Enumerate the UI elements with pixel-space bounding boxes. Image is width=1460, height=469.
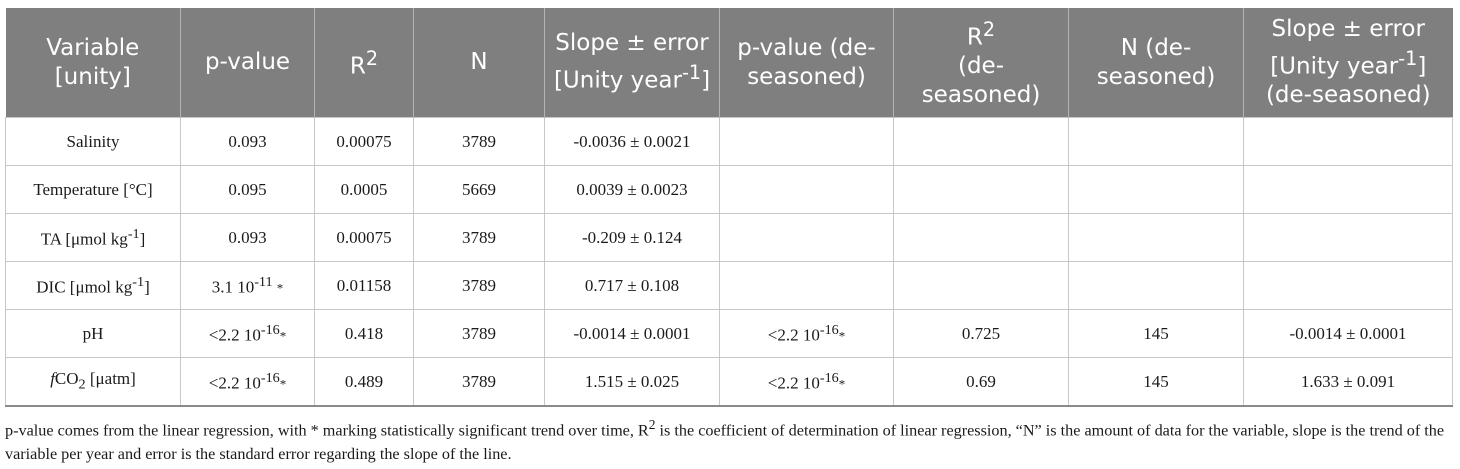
- cell-n-deseasoned: [1068, 261, 1244, 310]
- cell-r2: 0.01158: [314, 261, 414, 310]
- cell-pvalue: <2.2 10-16*: [180, 357, 315, 407]
- header-slope-deseasoned: Slope ± error [Unity year-1] (de-seasone…: [1243, 8, 1453, 118]
- significance-star: *: [279, 376, 287, 392]
- cell-n: 3789: [413, 213, 545, 262]
- header-r2: R2: [314, 8, 414, 118]
- cell-slope: -0.0036 ± 0.0021: [544, 117, 720, 166]
- cell-slope-deseasoned: [1243, 117, 1453, 166]
- cell-slope-deseasoned: [1243, 213, 1453, 262]
- cell-pvalue-deseasoned: [719, 165, 894, 214]
- cell-variable: TA [μmol kg-1]: [5, 213, 181, 262]
- cell-slope-deseasoned: 1.633 ± 0.091: [1243, 357, 1453, 407]
- cell-r2: 0.00075: [314, 213, 414, 262]
- cell-n: 5669: [413, 165, 545, 214]
- cell-variable: Temperature [°C]: [5, 165, 181, 214]
- cell-r2: 0.0005: [314, 165, 414, 214]
- table-row: DIC [μmol kg-1] 3.1 10-11 * 0.01158 3789…: [5, 261, 1453, 310]
- cell-n-deseasoned: 145: [1068, 357, 1244, 407]
- cell-pvalue-deseasoned: [719, 261, 894, 310]
- header-row: Variable [unity] p-value R2 N Slope ± er…: [5, 8, 1453, 118]
- cell-n: 3789: [413, 117, 545, 166]
- cell-pvalue: 0.093: [180, 117, 315, 166]
- header-pvalue-deseasoned: p-value (de-seasoned): [719, 8, 894, 118]
- cell-r2-deseasoned: 0.725: [893, 309, 1069, 358]
- cell-n: 3789: [413, 357, 545, 407]
- significance-star: *: [838, 328, 846, 344]
- cell-slope: -0.209 ± 0.124: [544, 213, 720, 262]
- table-container: Variable [unity] p-value R2 N Slope ± er…: [5, 8, 1453, 407]
- header-variable: Variable [unity]: [5, 8, 181, 118]
- cell-variable: pH: [5, 309, 181, 358]
- cell-n-deseasoned: [1068, 213, 1244, 262]
- cell-n-deseasoned: [1068, 117, 1244, 166]
- cell-r2-deseasoned: [893, 213, 1069, 262]
- cell-slope: 0.717 ± 0.108: [544, 261, 720, 310]
- table-row: fCO2 [μatm] <2.2 10-16* 0.489 3789 1.515…: [5, 357, 1453, 407]
- header-slope: Slope ± error [Unity year-1]: [544, 8, 720, 118]
- header-n-deseasoned: N (de-seasoned): [1068, 8, 1244, 118]
- significance-star: *: [838, 376, 846, 392]
- table-footnote: p-value comes from the linear regression…: [5, 417, 1445, 464]
- cell-slope-deseasoned: -0.0014 ± 0.0001: [1243, 309, 1453, 358]
- cell-n: 3789: [413, 261, 545, 310]
- cell-n: 3789: [413, 309, 545, 358]
- cell-r2: 0.489: [314, 357, 414, 407]
- cell-slope: -0.0014 ± 0.0001: [544, 309, 720, 358]
- table-row: Salinity 0.093 0.00075 3789 -0.0036 ± 0.…: [5, 117, 1453, 166]
- cell-r2-deseasoned: 0.69: [893, 357, 1069, 407]
- cell-pvalue-deseasoned: <2.2 10-16*: [719, 309, 894, 358]
- cell-slope-deseasoned: [1243, 261, 1453, 310]
- cell-r2-deseasoned: [893, 261, 1069, 310]
- cell-slope: 0.0039 ± 0.0023: [544, 165, 720, 214]
- header-pvalue: p-value: [180, 8, 315, 118]
- cell-variable: DIC [μmol kg-1]: [5, 261, 181, 310]
- cell-pvalue-deseasoned: [719, 213, 894, 262]
- cell-r2: 0.418: [314, 309, 414, 358]
- cell-r2-deseasoned: [893, 165, 1069, 214]
- header-n: N: [413, 8, 545, 118]
- cell-r2-deseasoned: [893, 117, 1069, 166]
- cell-pvalue: <2.2 10-16*: [180, 309, 315, 358]
- cell-pvalue: 0.095: [180, 165, 315, 214]
- cell-pvalue-deseasoned: [719, 117, 894, 166]
- table-row: pH <2.2 10-16* 0.418 3789 -0.0014 ± 0.00…: [5, 309, 1453, 358]
- regression-table: Variable [unity] p-value R2 N Slope ± er…: [5, 8, 1453, 407]
- table-row: Temperature [°C] 0.095 0.0005 5669 0.003…: [5, 165, 1453, 214]
- table-row: TA [μmol kg-1] 0.093 0.00075 3789 -0.209…: [5, 213, 1453, 262]
- cell-n-deseasoned: [1068, 165, 1244, 214]
- significance-star: *: [279, 328, 287, 344]
- cell-variable: fCO2 [μatm]: [5, 357, 181, 407]
- cell-r2: 0.00075: [314, 117, 414, 166]
- header-r2-deseasoned: R2 (de-seasoned): [893, 8, 1069, 118]
- cell-n-deseasoned: 145: [1068, 309, 1244, 358]
- cell-pvalue-deseasoned: <2.2 10-16*: [719, 357, 894, 407]
- cell-variable: Salinity: [5, 117, 181, 166]
- cell-slope: 1.515 ± 0.025: [544, 357, 720, 407]
- significance-star: *: [276, 280, 284, 296]
- cell-pvalue: 3.1 10-11 *: [180, 261, 315, 310]
- cell-slope-deseasoned: [1243, 165, 1453, 214]
- cell-pvalue: 0.093: [180, 213, 315, 262]
